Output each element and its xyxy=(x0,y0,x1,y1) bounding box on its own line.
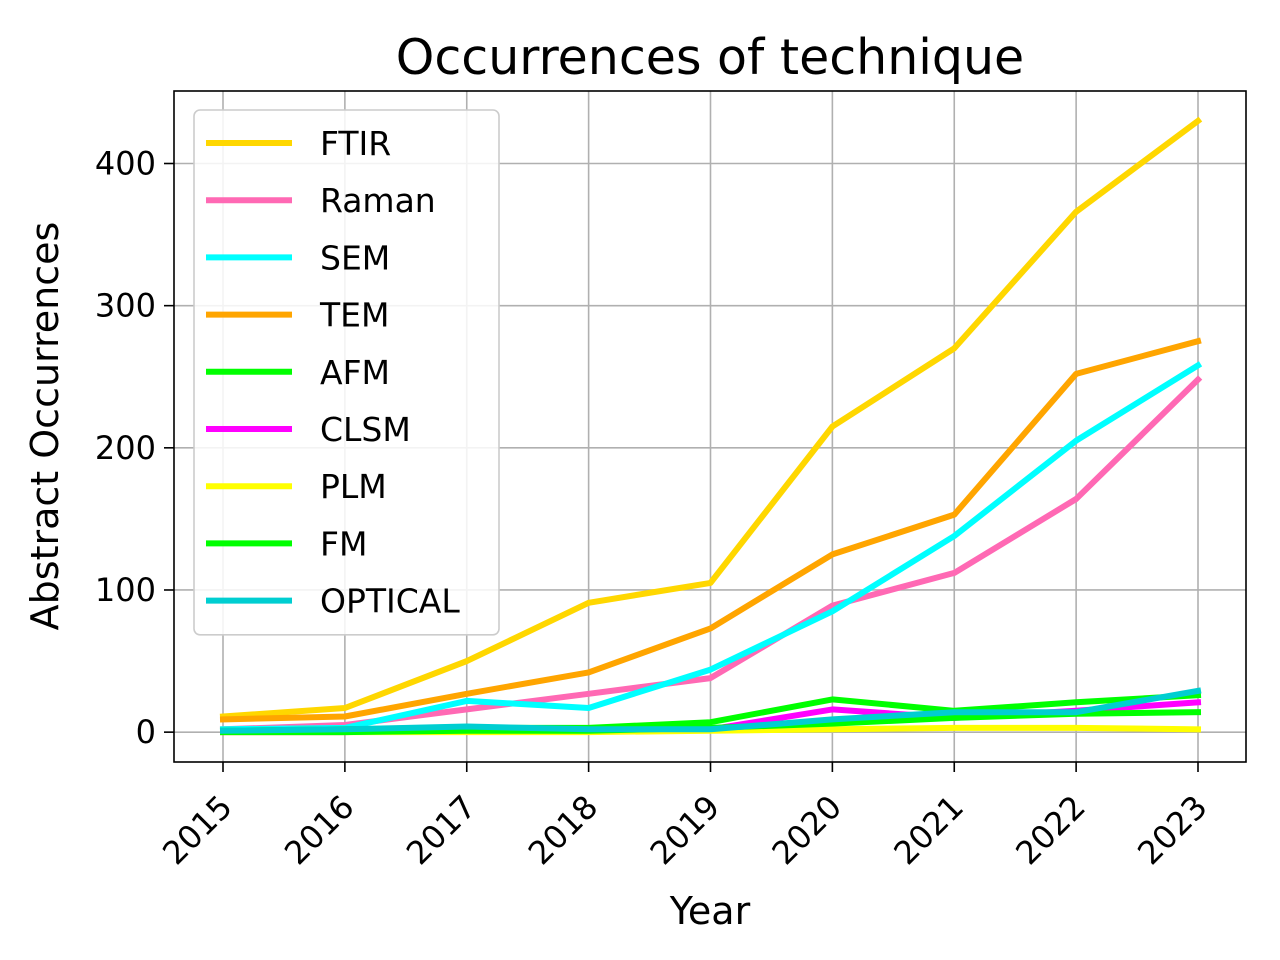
y-tick-label: 0 xyxy=(136,713,156,751)
legend-label-clsm: CLSM xyxy=(320,410,411,449)
y-tick-label: 400 xyxy=(95,145,156,183)
legend-label-optical: OPTICAL xyxy=(320,582,460,621)
legend-label-raman: Raman xyxy=(320,181,436,220)
legend-label-sem: SEM xyxy=(320,238,390,277)
y-tick-label: 200 xyxy=(95,429,156,467)
legend-label-plm: PLM xyxy=(320,467,387,506)
legend: FTIR Raman SEM TEM AFM CLSM PLM FM OPTICAL xyxy=(194,110,499,635)
legend-label-afm: AFM xyxy=(320,353,390,392)
y-tick-label: 300 xyxy=(95,287,156,325)
legend-label-ftir: FTIR xyxy=(320,124,391,163)
y-axis-label: Abstract Occurrences xyxy=(23,222,67,631)
legend-label-fm: FM xyxy=(320,524,367,563)
x-axis-label: Year xyxy=(669,889,751,933)
chart-title: Occurrences of technique xyxy=(396,29,1024,86)
legend-label-tem: TEM xyxy=(319,296,389,335)
y-tick-label: 100 xyxy=(95,571,156,609)
